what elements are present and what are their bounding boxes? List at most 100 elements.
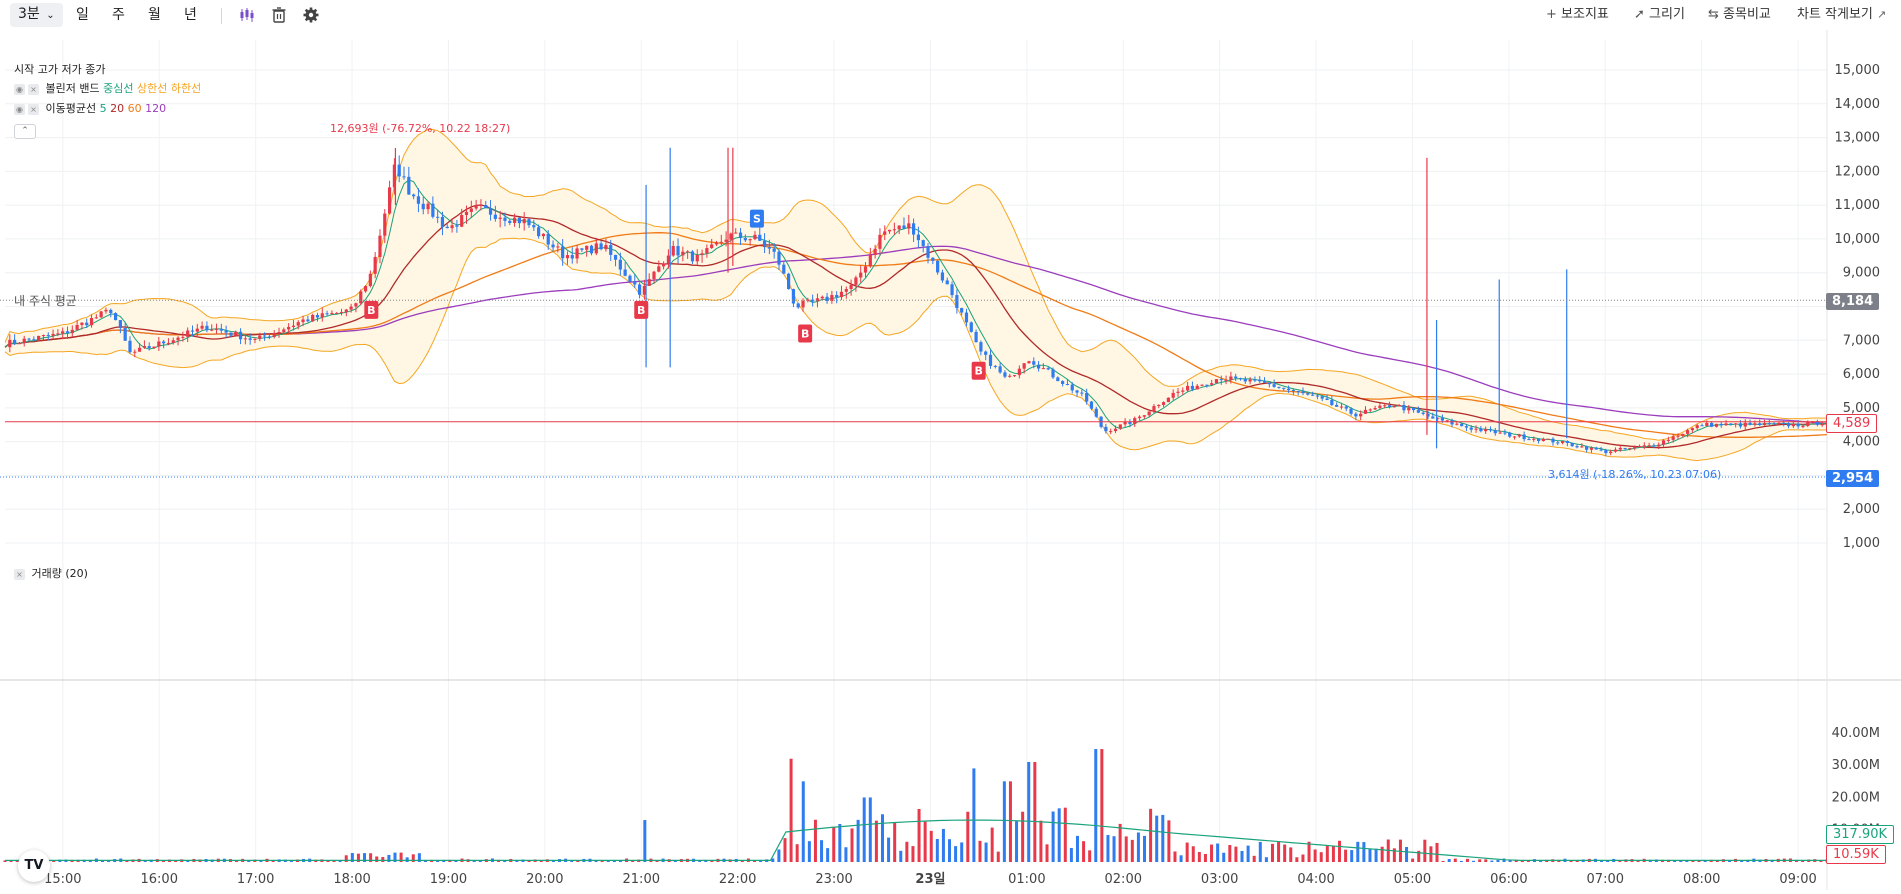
x-tick-label: 16:00 [141, 872, 178, 887]
volume-bar [1143, 835, 1147, 862]
buy-signal-marker [971, 361, 986, 380]
legend-collapse-button[interactable]: ⌃ [14, 124, 36, 139]
volume-bar [1801, 860, 1805, 862]
volume-bar [1435, 842, 1439, 862]
x-tick-label: 08:00 [1683, 872, 1720, 887]
candle-body [839, 291, 844, 298]
candle-body [825, 296, 829, 302]
candle-body [960, 308, 964, 313]
settings-icon[interactable] [302, 6, 320, 24]
candle-body [782, 264, 786, 274]
candle-body [1075, 390, 1079, 393]
volume-bar [1179, 855, 1183, 862]
volume-bar [1191, 846, 1195, 862]
signal-label: B [974, 365, 982, 378]
candle-body [921, 240, 925, 247]
x-tick-label: 02:00 [1105, 872, 1142, 887]
candle-body [854, 277, 858, 285]
eye-icon[interactable]: ◉ [14, 103, 25, 115]
chart-canvas[interactable]: B B B B S 15,000 14,000 13,000 12,000 11,000 10,0… [0, 30, 1901, 890]
candle-body [916, 234, 921, 241]
period-day-button[interactable]: 일 [76, 7, 89, 23]
candle-body [743, 238, 747, 241]
candle-body [1666, 439, 1670, 441]
volume-bar [1015, 821, 1019, 862]
trash-icon[interactable] [270, 6, 288, 24]
candle-body [868, 254, 872, 267]
candle-body [1791, 423, 1795, 427]
volume-bar [576, 860, 580, 862]
candle-body [248, 338, 252, 340]
volume-bar [1606, 860, 1610, 862]
candle-body [1724, 423, 1728, 426]
volume-bar [1039, 820, 1043, 862]
candle-body [1527, 439, 1531, 441]
compare-button[interactable]: ⇆ 종목비교 [1708, 6, 1771, 24]
candle-body [214, 328, 219, 330]
candle-body [464, 211, 469, 215]
volume-bar [405, 857, 409, 862]
ma-60-line [4, 232, 1828, 438]
volume-bar [1264, 857, 1268, 862]
volume-bar [1210, 844, 1214, 862]
candle-body [907, 223, 911, 229]
candle-body [1335, 404, 1339, 407]
close-icon[interactable]: × [28, 83, 39, 95]
candle-body [1493, 430, 1497, 434]
volume-bar [1344, 849, 1348, 862]
volume-bar [1313, 849, 1317, 862]
candle-body [1296, 390, 1300, 392]
candle-body [1311, 394, 1315, 396]
close-icon[interactable]: × [28, 103, 39, 115]
candles [8, 147, 1829, 456]
candle-body [772, 248, 776, 252]
x-tick-label: 09:00 [1779, 872, 1816, 887]
candle-body [51, 333, 55, 336]
axes: 15,000 14,000 13,000 12,000 11,000 10,000 9,00… [44, 63, 1880, 887]
swap-icon: ⇆ [1708, 7, 1719, 22]
draw-button[interactable]: ➚ 그리기 [1634, 6, 1685, 24]
chart-area[interactable]: B B B B S 15,000 14,000 13,000 12,000 11,000 10,0… [0, 30, 1901, 890]
volume-legend: × 거래량 (20) [14, 567, 88, 581]
y-tick-label: 12,000 [1835, 164, 1881, 179]
indicators-button[interactable]: + 보조지표 [1546, 6, 1609, 24]
small-view-button[interactable]: 차트 작게보기 ↗ [1797, 6, 1886, 24]
candle-body [436, 216, 440, 218]
candle-body [628, 275, 632, 282]
volume-bar [1033, 761, 1037, 862]
volume-bar [356, 853, 360, 862]
eye-icon[interactable]: ◉ [14, 83, 25, 95]
interval-select[interactable]: 3분 ⌄ [10, 3, 63, 27]
volume-bar [1465, 858, 1469, 862]
ma-60-label: 60 [127, 102, 142, 115]
candle-body [1238, 378, 1243, 380]
candle-body [287, 326, 291, 330]
candle-body [1320, 396, 1324, 399]
candle-body [767, 247, 771, 249]
candle-body [1685, 430, 1690, 434]
volume-bar [1697, 860, 1701, 862]
candle-body [1166, 397, 1170, 403]
candle-body [1104, 426, 1108, 432]
tradingview-logo[interactable]: TV [18, 850, 50, 882]
candle-body [1762, 423, 1767, 426]
volume-bar [1088, 850, 1092, 862]
volume-bar [338, 860, 342, 862]
candle-body [32, 339, 36, 341]
candle-body [1137, 416, 1142, 419]
candle-body [1469, 427, 1473, 430]
period-year-button[interactable]: 년 [184, 7, 197, 23]
pencil-icon: ➚ [1634, 7, 1645, 22]
period-month-button[interactable]: 월 [148, 7, 161, 23]
candle-body [1286, 388, 1291, 391]
candle-body [1541, 438, 1545, 442]
candle-body [1065, 383, 1070, 385]
volume-ma-tag: 317.90K [1826, 825, 1895, 844]
volume-bar [1149, 808, 1153, 862]
candle-style-icon[interactable] [238, 6, 256, 24]
x-tick-label: 15:00 [44, 872, 81, 887]
candle-body [1508, 432, 1512, 437]
candle-body [445, 226, 449, 229]
period-week-button[interactable]: 주 [112, 7, 125, 23]
close-icon[interactable]: × [14, 568, 25, 580]
